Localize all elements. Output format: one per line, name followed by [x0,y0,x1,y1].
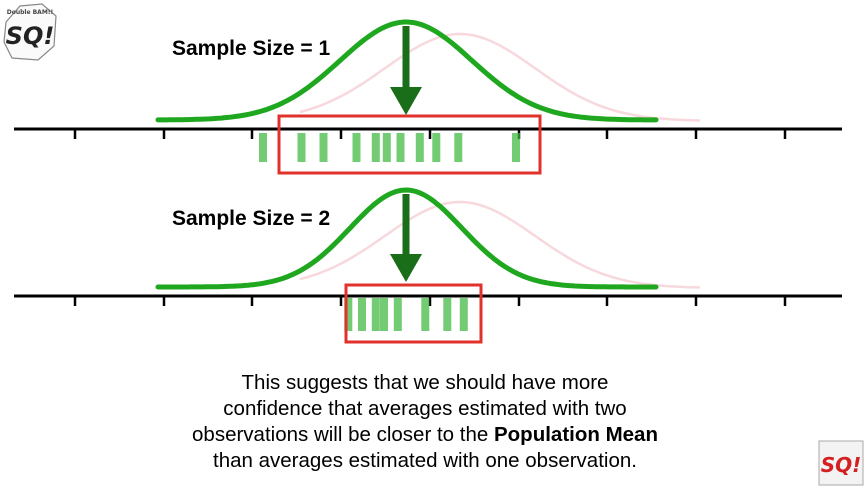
normal-curve [155,187,659,290]
sample-mean-bar [259,133,267,162]
sample-mean-bar [512,133,520,162]
highlight-box [344,283,483,344]
sample-mean-bar [454,133,463,162]
sample-mean-bar [297,133,306,162]
caption-line-1: This suggests that we should have more [241,371,609,394]
panel-sample-size-1 [14,19,842,175]
sample-mean-bar [393,298,402,331]
population-mean-term: Population Mean [493,423,658,447]
logo-text-bottom-right: SQ! [821,453,862,477]
ghost-curve [299,200,701,289]
panel-sample-size-2 [14,187,842,344]
sample-size-2-label: Sample Size = 2 [172,207,331,230]
sample-mean-bar [371,133,380,162]
sample-mean-bar [421,298,430,331]
sample-mean-bar [352,133,361,162]
sample-mean-bar [382,133,391,162]
sample-mean-bar [443,298,452,331]
sample-size-1-label: Sample Size = 1 [172,37,331,60]
sample-mean-bar [415,133,424,162]
caption-line-2: confidence that averages estimated with … [223,397,627,421]
statquest-logo-bottom-right: SQ! [818,440,864,486]
caption-line-3: observations will be closer to the [192,423,494,447]
highlight-box [277,114,542,175]
sample-mean-bar [358,298,366,331]
sample-mean-bar [371,298,380,331]
population-mean-arrow-head [390,254,422,282]
sample-mean-bar [344,298,353,331]
logo-text-top-left: SQ! [6,22,55,50]
statquest-logo-top-left: Double BAM!! SQ! [2,2,58,62]
sample-mean-bar [380,298,388,331]
population-mean-arrow-head [390,87,422,115]
caption-text: This suggests that we should have more c… [120,370,730,474]
normal-curve [155,19,659,123]
caption-line-4: than averages estimated with one observa… [213,449,637,473]
sample-mean-bar [396,133,405,162]
logo-small-text: Double BAM!! [7,9,54,16]
ghost-curve [299,32,701,122]
sample-mean-bar [459,298,468,331]
sample-mean-bar [319,133,328,162]
sample-mean-bar [432,133,441,162]
